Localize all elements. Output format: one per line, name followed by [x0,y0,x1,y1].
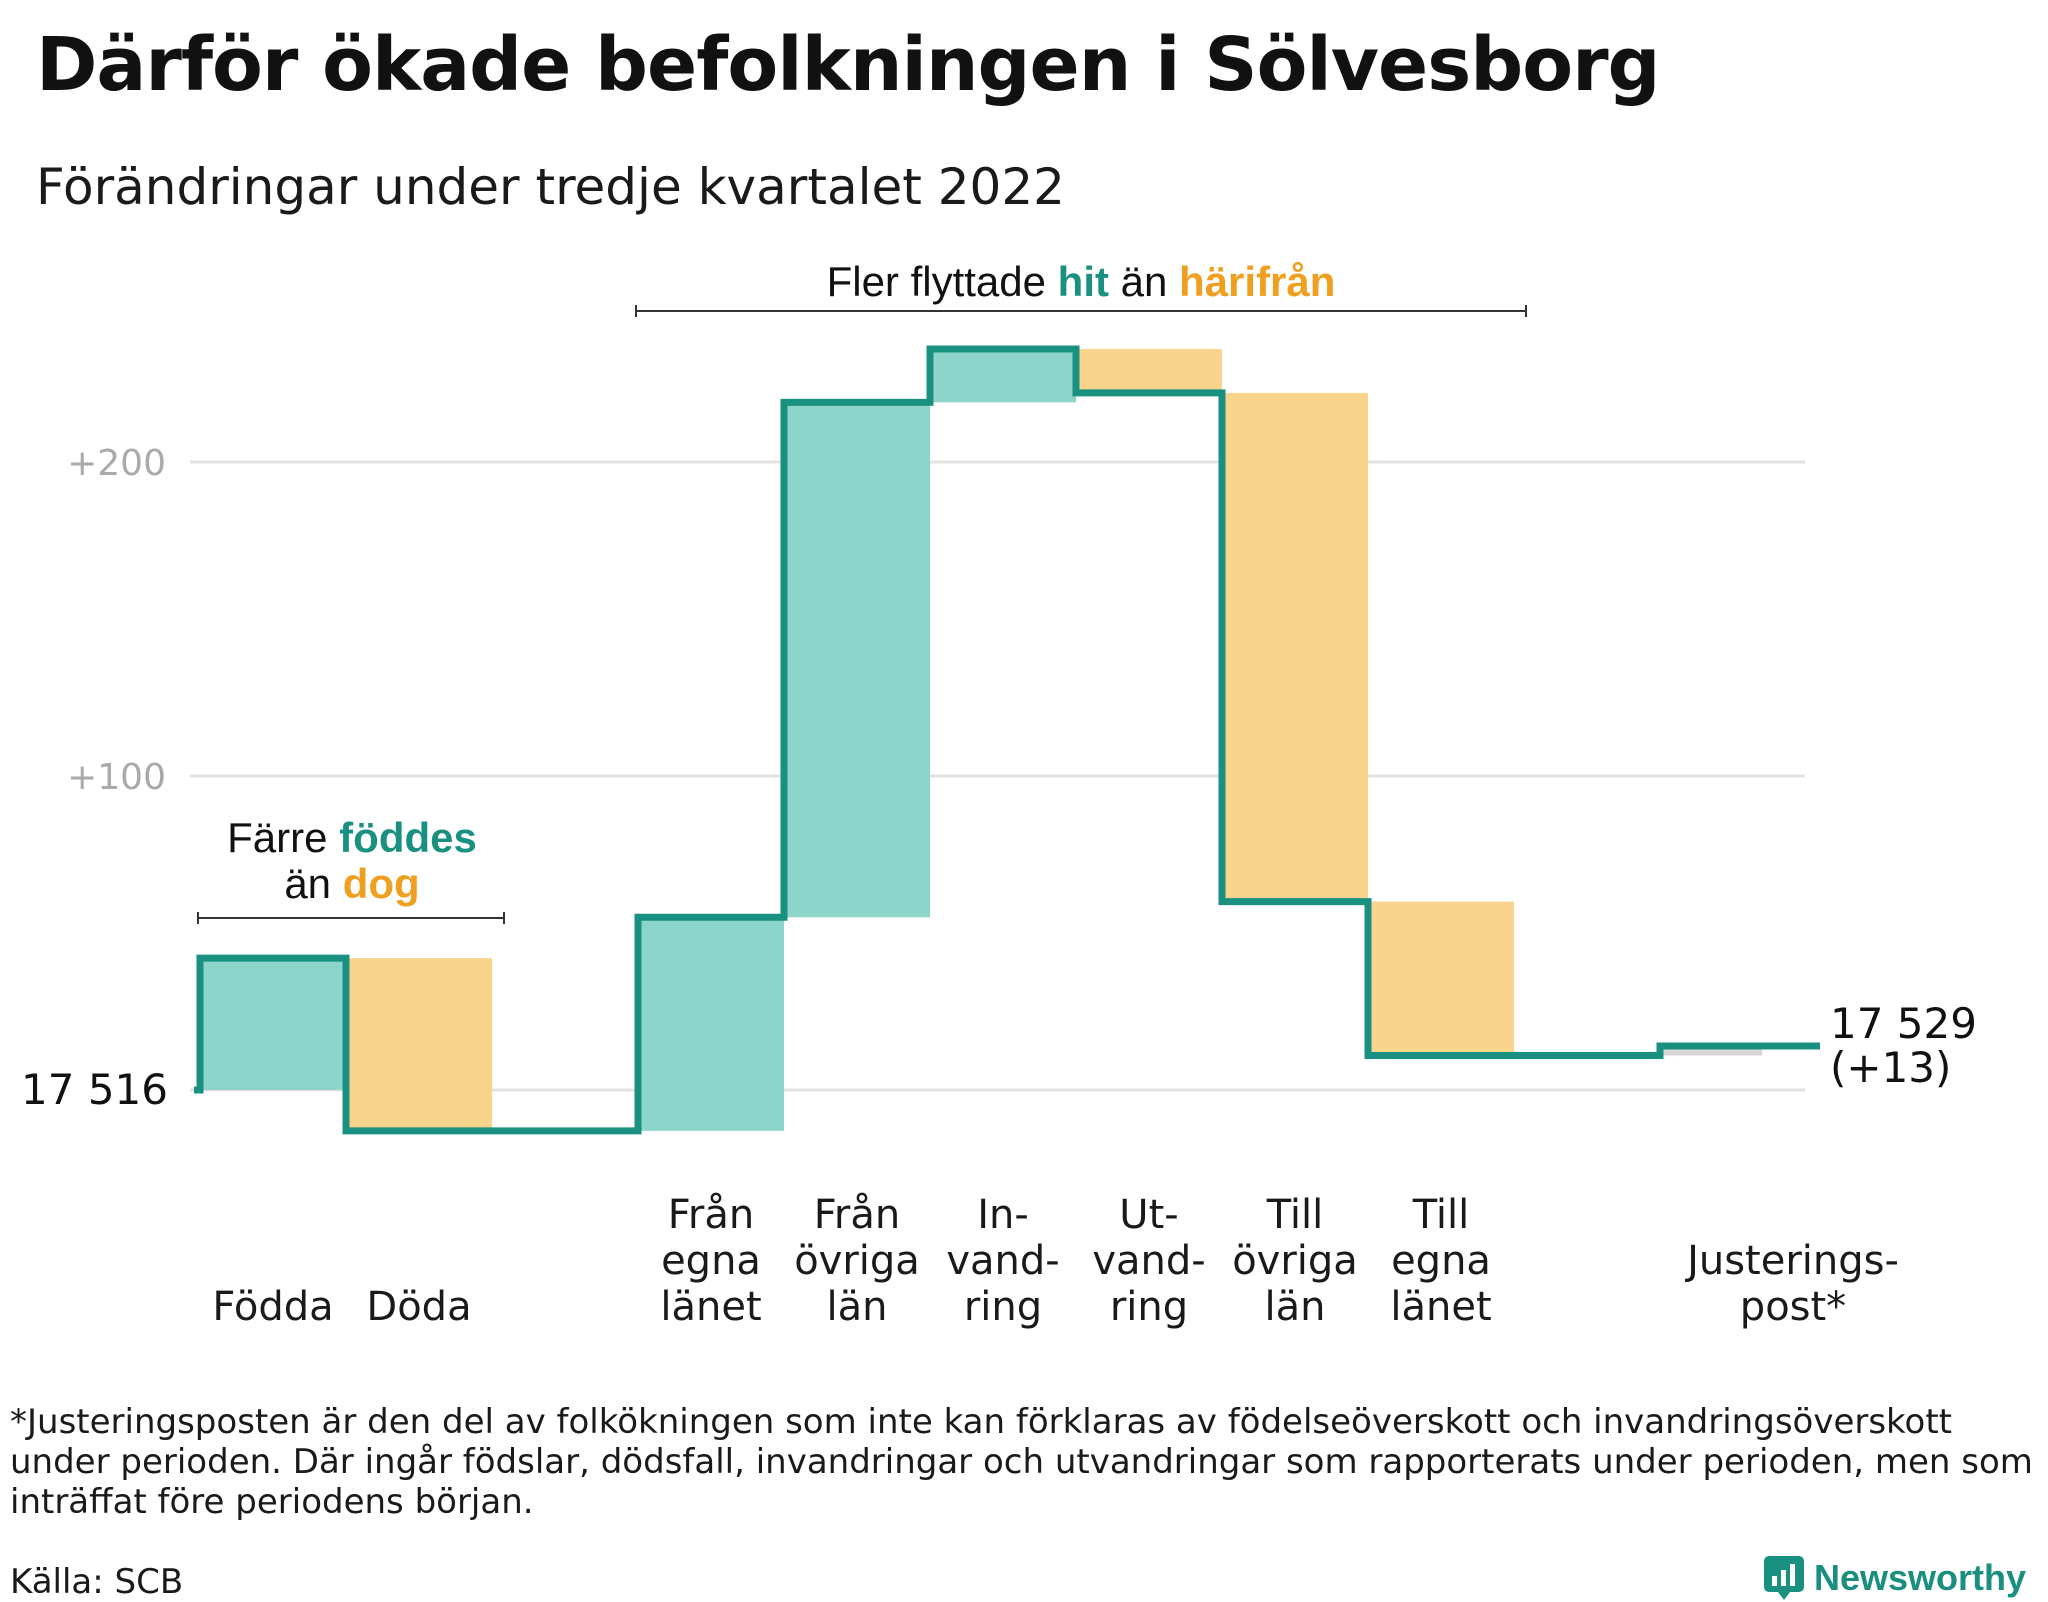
waterfall-bar [1660,1046,1763,1056]
waterfall-bar [1368,901,1514,1056]
category-label: övriga [1232,1238,1358,1284]
waterfall-bar [930,348,1076,403]
y-tick-label: +100 [67,757,166,798]
category-label: post* [1740,1284,1846,1330]
category-label: övriga [794,1238,920,1284]
brand-name: Newsworthy [1813,1557,2026,1598]
category-label: Födda [212,1284,333,1330]
end-value-label: 17 529 [1830,999,1977,1048]
births-annotation-line1: Färre föddes [227,814,477,861]
waterfall-bar [638,917,784,1131]
category-label: vand- [1092,1238,1205,1284]
footnote: *Justeringsposten är den del av folkökni… [10,1402,2033,1522]
source-note: Källa: SCB [10,1562,184,1602]
category-label: ring [1110,1284,1188,1330]
category-label: In- [977,1192,1029,1238]
chart-title: Därför ökade befolkningen i Sölvesborg [36,22,1661,108]
start-value-label: 17 516 [21,1065,168,1114]
brand-logo: Newsworthy [1763,1556,2026,1600]
category-label: Från [814,1192,900,1238]
category-label: Till [1266,1192,1324,1238]
y-tick-label: +200 [67,443,166,484]
category-label: egna [1391,1238,1491,1284]
cumulative-line [194,345,1820,1135]
category-label: vand- [946,1238,1059,1284]
category-label: ring [964,1284,1042,1330]
waterfall-bar [784,402,930,918]
category-label: län [1265,1284,1326,1330]
waterfall-bar [1222,392,1368,902]
newsworthy-icon [1763,1556,1804,1600]
category-label: egna [661,1238,761,1284]
category-label: Till [1412,1192,1470,1238]
chart-subtitle: Förändringar under tredje kvartalet 2022 [36,158,1065,216]
category-label: län [827,1284,888,1330]
category-label: Ut- [1119,1192,1178,1238]
category-label: Justerings- [1684,1238,1899,1284]
category-label: Från [668,1192,754,1238]
waterfall-bar [1076,348,1222,393]
end-change-label: (+13) [1830,1043,1951,1092]
category-label: Döda [366,1284,471,1330]
waterfall-bar [200,958,346,1090]
births-annotation-line2: än dog [284,860,419,907]
waterfall-bar [346,958,492,1131]
category-label: länet [660,1284,761,1330]
migration-annotation: Fler flyttade hit än härifrån [827,258,1336,305]
category-label: länet [1390,1284,1491,1330]
